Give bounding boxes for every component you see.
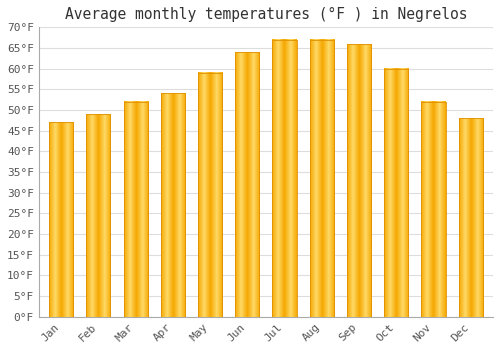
Bar [160,93,185,317]
Bar [198,73,222,317]
Bar [86,114,110,317]
Bar [347,44,371,317]
Bar [124,102,148,317]
Bar [235,52,260,317]
Title: Average monthly temperatures (°F ) in Negrelos: Average monthly temperatures (°F ) in Ne… [64,7,467,22]
Bar [49,122,73,317]
Bar [422,102,446,317]
Bar [310,40,334,317]
Bar [384,69,408,317]
Bar [458,118,483,317]
Bar [272,40,296,317]
